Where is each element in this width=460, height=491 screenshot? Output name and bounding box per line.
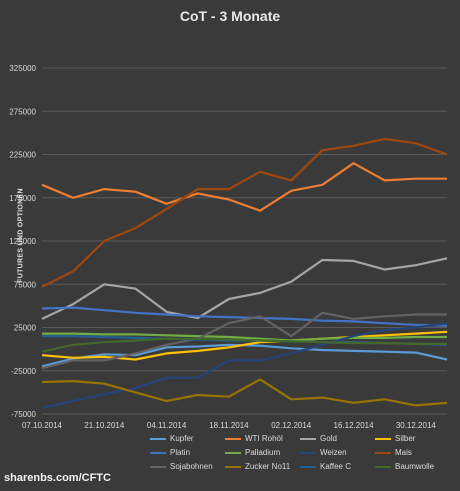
legend-item-silber: Silber [375,433,450,444]
x-tick-label: 21.10.2014 [84,421,125,430]
legend-swatch [150,451,166,454]
chart-title: CoT - 3 Monate [179,8,281,24]
legend-label: Baumwolle [395,462,435,471]
legend-swatch [300,437,316,440]
legend-item-zucker-no11: Zucker No11 [225,461,300,472]
series-line-palladium [42,332,447,342]
y-tick-label: 75000 [14,280,37,289]
series-line-zucker-no11 [41,378,448,407]
series-line-weizen [41,322,448,409]
y-tick-label: 25000 [14,324,37,333]
legend-swatch [225,437,241,440]
legend-item-gold: Gold [300,433,375,444]
series-line-silber [41,330,448,361]
legend-item-kaffee-c: Kaffee C [300,461,375,472]
legend-label: Platin [170,448,191,457]
x-tick-label: 07.10.2014 [22,421,63,430]
x-tick-label: 02.12.2014 [271,421,312,430]
legend-swatch [225,451,241,454]
legend-item-baumwolle: Baumwolle [375,461,450,472]
x-tick-label: 04.11.2014 [147,421,187,430]
legend-swatch [300,465,316,468]
series-line-wti-roh-l [41,162,447,212]
series-line-platin [41,306,448,327]
series-line-sojabohnen [41,311,447,370]
legend-label: Kaffee C [320,462,351,471]
y-tick-label: 325000 [9,64,36,73]
legend-label: Palladium [245,448,281,457]
legend-swatch [300,451,316,454]
x-tick-label: 30.12.2014 [396,421,437,430]
legend-item-platin: Platin [150,447,225,458]
legend-item-palladium: Palladium [225,447,300,458]
legend-item-sojabohnen: Sojabohnen [150,461,225,472]
series-line-mais [41,137,448,288]
source-credit: sharenbs.com/CFTC [4,472,111,484]
y-tick-label: 175000 [9,194,36,203]
legend-item-mais: Mais [375,447,450,458]
legend-swatch [375,437,391,440]
legend-item-wti-roh-l: WTI Rohöl [225,433,300,444]
legend-item-weizen: Weizen [300,447,375,458]
y-tick-label: 275000 [9,107,36,116]
legend-label: Gold [320,434,337,443]
legend-swatch [375,451,391,454]
y-tick-label: 125000 [9,237,36,246]
legend-label: Silber [395,434,416,443]
y-tick-label: -25000 [11,367,36,376]
legend-item-kupfer: Kupfer [150,433,225,444]
y-tick-label: -75000 [11,410,36,419]
chart-legend: Kupfer WTI Rohöl Gold Silber Platin Palladium… [150,433,450,472]
series-line-gold [41,257,448,320]
legend-swatch [375,465,391,468]
legend-label: Kupfer [170,434,194,443]
legend-swatch [150,465,166,468]
x-tick-label: 18.11.2014 [209,421,249,430]
legend-label: Zucker No11 [245,462,291,471]
x-tick-label: 16.12.2014 [334,421,375,430]
y-axis-label: FUTURES UND OPTIONEN [17,188,25,283]
series-line-baumwolle [41,337,447,353]
legend-swatch [225,465,241,468]
legend-label: WTI Rohöl [245,434,283,443]
legend-label: Sojabohnen [170,462,213,471]
legend-label: Weizen [320,448,347,457]
y-tick-label: 225000 [9,151,36,160]
series-line-kupfer [41,343,448,368]
legend-label: Mais [395,448,412,457]
legend-swatch [150,437,166,440]
